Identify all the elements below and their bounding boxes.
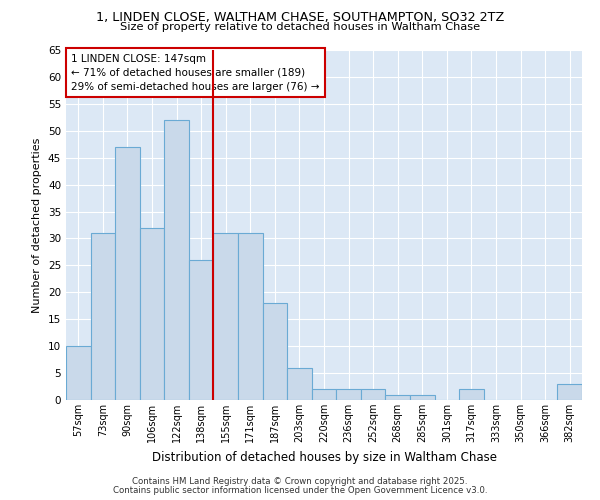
Y-axis label: Number of detached properties: Number of detached properties	[32, 138, 43, 312]
Bar	[385, 394, 410, 400]
Bar	[214, 233, 238, 400]
Bar	[115, 147, 140, 400]
X-axis label: Distribution of detached houses by size in Waltham Chase: Distribution of detached houses by size …	[151, 450, 497, 464]
Bar	[189, 260, 214, 400]
Text: 1, LINDEN CLOSE, WALTHAM CHASE, SOUTHAMPTON, SO32 2TZ: 1, LINDEN CLOSE, WALTHAM CHASE, SOUTHAMP…	[96, 11, 504, 24]
Bar	[91, 233, 115, 400]
Bar	[263, 303, 287, 400]
Bar	[164, 120, 189, 400]
Bar	[287, 368, 312, 400]
Text: 1 LINDEN CLOSE: 147sqm
← 71% of detached houses are smaller (189)
29% of semi-de: 1 LINDEN CLOSE: 147sqm ← 71% of detached…	[71, 54, 320, 92]
Text: Contains public sector information licensed under the Open Government Licence v3: Contains public sector information licen…	[113, 486, 487, 495]
Bar	[557, 384, 582, 400]
Text: Contains HM Land Registry data © Crown copyright and database right 2025.: Contains HM Land Registry data © Crown c…	[132, 477, 468, 486]
Bar	[66, 346, 91, 400]
Bar	[361, 389, 385, 400]
Bar	[140, 228, 164, 400]
Bar	[238, 233, 263, 400]
Bar	[336, 389, 361, 400]
Bar	[410, 394, 434, 400]
Text: Size of property relative to detached houses in Waltham Chase: Size of property relative to detached ho…	[120, 22, 480, 32]
Bar	[312, 389, 336, 400]
Bar	[459, 389, 484, 400]
